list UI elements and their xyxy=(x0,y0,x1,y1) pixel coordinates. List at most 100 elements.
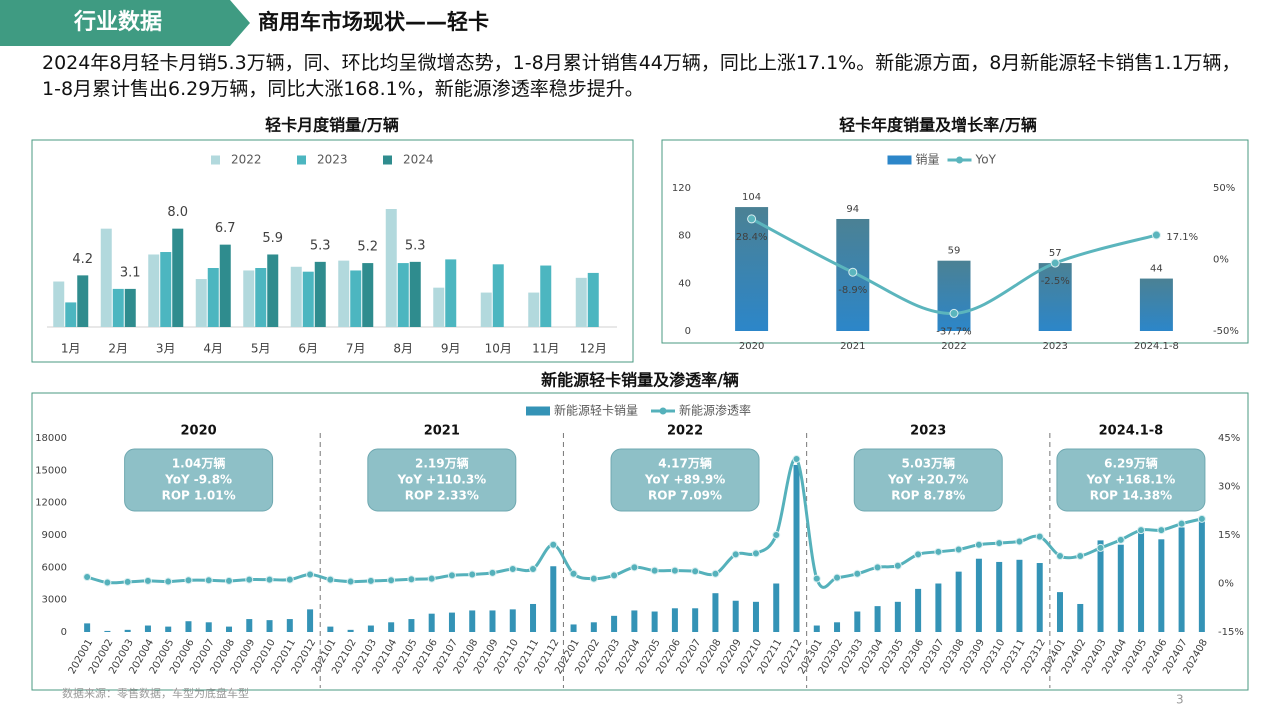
bar xyxy=(550,566,557,632)
line-marker xyxy=(1116,535,1125,544)
bar xyxy=(409,261,421,327)
line-marker xyxy=(848,267,858,277)
bar xyxy=(489,610,496,632)
bar xyxy=(144,625,151,632)
year-label: 2024.1-8 xyxy=(1099,424,1164,439)
line-marker xyxy=(691,567,700,576)
x-tick-label: 9月 xyxy=(441,342,461,356)
line-marker xyxy=(123,577,132,586)
summary-line: 2.19万辆 xyxy=(415,456,469,471)
x-tick-label: 4月 xyxy=(203,342,223,356)
line-marker xyxy=(184,576,193,585)
bar xyxy=(587,272,599,327)
y-tick-label: 12000 xyxy=(35,498,67,509)
bar xyxy=(302,271,314,327)
bar xyxy=(385,209,397,327)
legend-swatch xyxy=(297,155,306,165)
summary: 2024年8月轻卡月销5.3万辆，同、环比均呈微增态势，1-8月累计销售44万辆… xyxy=(42,52,1241,100)
data-label: 8.0 xyxy=(167,205,188,220)
line-marker xyxy=(366,576,375,585)
data-label: 4.2 xyxy=(72,252,93,267)
line-marker xyxy=(407,575,416,584)
data-label: 6.7 xyxy=(215,221,236,236)
summary-line: 5.03万辆 xyxy=(901,456,955,471)
data-label: 5.2 xyxy=(357,240,378,255)
bar xyxy=(408,619,415,632)
bar xyxy=(100,228,112,327)
legend-swatch xyxy=(211,155,220,165)
bar xyxy=(854,611,861,632)
bar xyxy=(1097,540,1104,632)
bar xyxy=(255,268,267,327)
line-marker xyxy=(670,566,679,575)
line-marker xyxy=(934,547,943,556)
bar xyxy=(448,612,455,632)
bar xyxy=(1178,527,1185,632)
y-tick-label: 0 xyxy=(61,627,67,638)
bar xyxy=(84,623,91,632)
x-tick-label: 8月 xyxy=(393,342,413,356)
bar xyxy=(124,288,136,327)
x-tick-label: 5月 xyxy=(251,342,271,356)
line-marker xyxy=(143,576,152,585)
line-marker xyxy=(914,550,923,559)
line-marker xyxy=(245,575,254,584)
year-label: 2020 xyxy=(181,424,217,439)
data-label: 94 xyxy=(846,204,859,215)
line-marker xyxy=(1015,537,1024,546)
data-label: 104 xyxy=(742,192,761,203)
legend-swatch xyxy=(383,155,392,165)
x-tick-label: 10月 xyxy=(485,342,512,356)
bar xyxy=(290,266,302,327)
slide-title: 商用车市场现状——轻卡 xyxy=(258,10,489,34)
line-marker xyxy=(508,564,517,573)
line-marker xyxy=(833,573,842,582)
y-tick-label: 40 xyxy=(678,278,691,289)
bar xyxy=(148,254,160,327)
line-marker xyxy=(747,214,757,224)
y-tick-label: 15000 xyxy=(35,465,67,476)
bar xyxy=(104,630,111,632)
bar xyxy=(631,610,638,632)
panel xyxy=(31,392,1249,691)
data-label: -37.7% xyxy=(936,326,971,337)
data-label: 57 xyxy=(1049,248,1062,259)
legend-label: 2023 xyxy=(317,153,348,167)
line-marker xyxy=(954,545,963,554)
data-label: 5.3 xyxy=(310,238,331,253)
bar xyxy=(397,263,409,327)
line-marker xyxy=(589,574,598,583)
page-number: 3 xyxy=(1176,693,1184,707)
summary-line: ROP 14.38% xyxy=(1090,489,1172,503)
line-marker xyxy=(1137,526,1146,535)
chart-title: 新能源轻卡销量及渗透率/辆 xyxy=(541,371,739,390)
chart-title: 轻卡年度销量及增长率/万辆 xyxy=(839,116,1037,135)
x-tick-label: 2021 xyxy=(840,341,865,352)
year-label: 2021 xyxy=(424,424,460,439)
bar xyxy=(124,629,131,632)
summary-box xyxy=(367,448,517,512)
legend-label: 新能源渗透率 xyxy=(679,403,751,418)
bar xyxy=(570,624,577,632)
y-tick-label: 80 xyxy=(678,231,691,242)
y2-tick-label: 0% xyxy=(1213,255,1229,266)
line-marker xyxy=(204,576,213,585)
y2-tick-label: 0% xyxy=(1218,579,1234,590)
legend-label: 销量 xyxy=(916,153,940,167)
bar xyxy=(267,254,279,327)
data-label: 44 xyxy=(1150,264,1163,275)
line-marker xyxy=(974,540,983,549)
panel xyxy=(31,139,634,363)
data-label: -2.5% xyxy=(1041,276,1070,287)
bar xyxy=(469,610,476,632)
y2-tick-label: 50% xyxy=(1213,183,1235,194)
bar xyxy=(428,613,435,632)
line-marker xyxy=(346,577,355,586)
line-marker xyxy=(1035,532,1044,541)
bar xyxy=(996,561,1003,632)
x-tick-label: 6月 xyxy=(298,342,318,356)
bar xyxy=(975,558,982,632)
bar xyxy=(793,464,800,632)
source-note: 数据来源：零售数据，车型为底盘车型 xyxy=(62,686,249,700)
